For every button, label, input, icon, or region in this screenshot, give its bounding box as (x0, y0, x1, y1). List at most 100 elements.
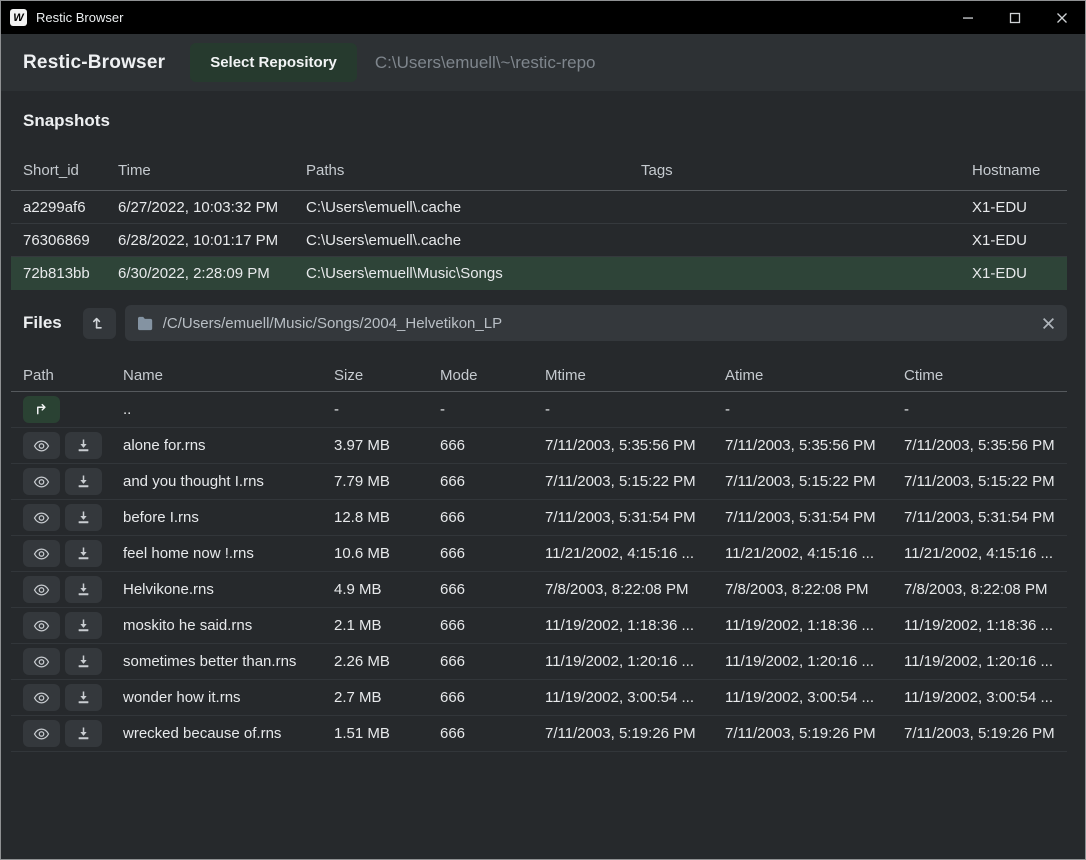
download-file-button[interactable] (65, 684, 102, 711)
file-size: 7.79 MB (334, 473, 390, 490)
current-path: /C/Users/emuell/Music/Songs/2004_Helveti… (162, 314, 503, 332)
maximize-button[interactable] (991, 1, 1038, 34)
column-header-hostname: Hostname (972, 162, 1041, 179)
file-size: 2.1 MB (334, 617, 382, 634)
download-file-button[interactable] (65, 540, 102, 567)
column-header-tags: Tags (641, 162, 673, 179)
column-header-short-id: Short_id (23, 162, 79, 179)
files-table-header: Path Name Size Mode Mtime Atime Ctime (11, 359, 1067, 392)
file-mode: 666 (440, 473, 466, 490)
file-name: wonder how it.rns (123, 689, 241, 706)
files-table: Path Name Size Mode Mtime Atime Ctime ..… (11, 359, 1067, 752)
preview-file-button[interactable] (23, 468, 60, 495)
file-size: 10.6 MB (334, 545, 390, 562)
preview-file-button[interactable] (23, 684, 60, 711)
app-logo-icon: W (10, 9, 27, 26)
preview-file-button[interactable] (23, 576, 60, 603)
file-ctime: 11/19/2002, 3:00:54 ... (904, 689, 1054, 706)
file-mode: 666 (440, 437, 466, 454)
file-mtime: 11/19/2002, 1:20:16 ... (545, 653, 695, 670)
download-icon (78, 655, 89, 668)
preview-file-button[interactable] (23, 540, 60, 567)
file-size: 2.7 MB (334, 689, 382, 706)
file-name: Helvikone.rns (123, 581, 214, 598)
open-parent-directory-button[interactable] (23, 396, 60, 423)
download-file-button[interactable] (65, 504, 102, 531)
preview-file-button[interactable] (23, 432, 60, 459)
file-atime: 11/21/2002, 4:15:16 ... (725, 545, 875, 562)
file-mtime: 7/11/2003, 5:15:22 PM (545, 473, 696, 490)
snapshot-row[interactable]: 76306869 6/28/2022, 10:01:17 PM C:\Users… (11, 224, 1067, 257)
up-arrow-icon (93, 317, 103, 329)
download-file-button[interactable] (65, 432, 102, 459)
file-name: alone for.rns (123, 437, 206, 454)
file-row: wonder how it.rns 2.7 MB 666 11/19/2002,… (11, 680, 1067, 716)
preview-file-button[interactable] (23, 612, 60, 639)
snapshot-row[interactable]: a2299af6 6/27/2022, 10:03:32 PM C:\Users… (11, 191, 1067, 224)
download-icon (78, 583, 89, 596)
select-repository-button[interactable]: Select Repository (190, 43, 357, 82)
download-file-button[interactable] (65, 468, 102, 495)
file-mode: 666 (440, 725, 466, 742)
close-icon (1056, 12, 1067, 23)
file-atime: 7/11/2003, 5:31:54 PM (725, 509, 876, 526)
file-ctime: 7/11/2003, 5:19:26 PM (904, 725, 1055, 742)
minimize-button[interactable] (944, 1, 991, 34)
download-icon (78, 511, 89, 524)
file-row: alone for.rns 3.97 MB 666 7/11/2003, 5:3… (11, 428, 1067, 464)
snapshots-table: Short_id Time Paths Tags Hostname a2299a… (11, 151, 1067, 290)
turn-right-arrow-icon (37, 403, 46, 415)
snapshot-row-selected[interactable]: 72b813bb 6/30/2022, 2:28:09 PM C:\Users\… (11, 257, 1067, 290)
column-header-ctime: Ctime (904, 366, 944, 384)
file-row: Helvikone.rns 4.9 MB 666 7/8/2003, 8:22:… (11, 572, 1067, 608)
file-mode: 666 (440, 653, 466, 670)
file-ctime: 7/11/2003, 5:31:54 PM (904, 509, 1055, 526)
file-row: sometimes better than.rns 2.26 MB 666 11… (11, 644, 1067, 680)
parent-directory-row: .. - - - - - (11, 392, 1067, 428)
file-atime: 7/11/2003, 5:19:26 PM (725, 725, 876, 742)
file-name: moskito he said.rns (123, 617, 253, 634)
file-name: and you thought I.rns (123, 473, 264, 490)
file-mtime: 7/11/2003, 5:19:26 PM (545, 725, 696, 742)
file-row: wrecked because of.rns 1.51 MB 666 7/11/… (11, 716, 1067, 752)
snapshot-hostname: X1-EDU (972, 198, 1028, 216)
snapshot-time: 6/27/2022, 10:03:32 PM (118, 198, 279, 216)
download-file-button[interactable] (65, 612, 102, 639)
preview-file-button[interactable] (23, 720, 60, 747)
clear-path-button[interactable] (1033, 308, 1063, 338)
file-name: feel home now !.rns (123, 545, 254, 562)
file-ctime: 11/19/2002, 1:18:36 ... (904, 617, 1054, 634)
download-file-button[interactable] (65, 576, 102, 603)
files-bar: Files /C/Users/emuell/Music/Songs/2004_H… (11, 303, 1067, 343)
folder-icon (137, 316, 152, 330)
snapshot-paths: C:\Users\emuell\.cache (306, 231, 462, 249)
column-header-atime: Atime (725, 366, 764, 384)
download-icon (78, 619, 89, 632)
download-file-button[interactable] (65, 720, 102, 747)
file-mtime: 7/11/2003, 5:31:54 PM (545, 509, 696, 526)
snapshot-hostname: X1-EDU (972, 231, 1028, 249)
file-size: 12.8 MB (334, 509, 390, 526)
files-section-title: Files (23, 313, 62, 332)
eye-icon (33, 583, 50, 596)
download-icon (78, 691, 89, 704)
file-size: - (334, 401, 339, 418)
file-atime: 7/11/2003, 5:35:56 PM (725, 437, 876, 454)
goto-root-button[interactable] (82, 307, 116, 339)
download-file-button[interactable] (65, 648, 102, 675)
titlebar: W Restic Browser (1, 1, 1085, 34)
minimize-icon (962, 16, 973, 19)
eye-icon (33, 619, 50, 632)
eye-icon (33, 439, 50, 452)
close-button[interactable] (1038, 1, 1085, 34)
file-mtime: 11/19/2002, 3:00:54 ... (545, 689, 695, 706)
file-atime: 7/8/2003, 8:22:08 PM (725, 581, 869, 598)
preview-file-button[interactable] (23, 648, 60, 675)
file-ctime: 11/21/2002, 4:15:16 ... (904, 545, 1054, 562)
file-atime: - (725, 401, 730, 418)
file-ctime: 7/11/2003, 5:15:22 PM (904, 473, 1055, 490)
download-icon (78, 547, 89, 560)
file-mtime: - (545, 401, 550, 418)
preview-file-button[interactable] (23, 504, 60, 531)
snapshot-short-id: 76306869 (23, 231, 90, 249)
